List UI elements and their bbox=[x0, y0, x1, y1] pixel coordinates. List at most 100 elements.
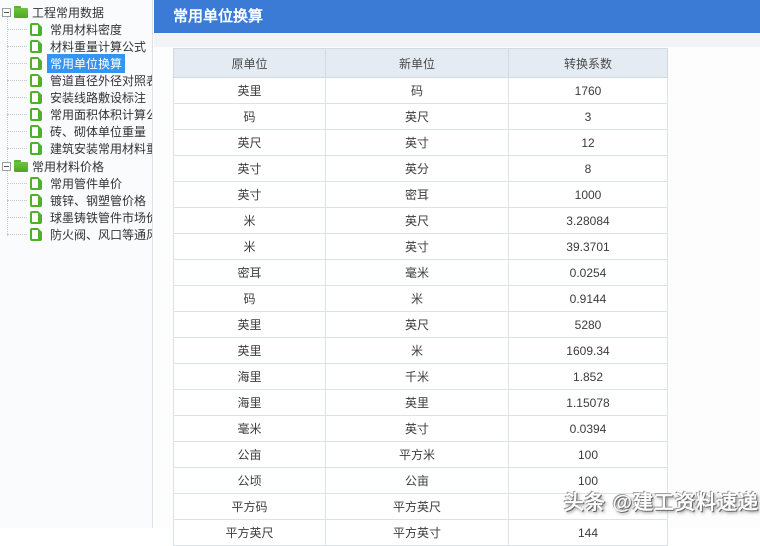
tree-stub bbox=[7, 29, 27, 30]
table-header-row: 原单位 新单位 转换系数 bbox=[173, 48, 668, 78]
table-cell bbox=[508, 493, 668, 520]
table-cell: 8 bbox=[508, 155, 668, 182]
sidebar-item-label: 管道直径外径对照表 bbox=[50, 74, 153, 88]
document-icon bbox=[30, 125, 42, 138]
main-content: 常用单位换算 原单位 新单位 转换系数 英里码 1760 码英尺 3 英尺 英寸 12 … bbox=[154, 0, 760, 546]
table-cell: 平方米 bbox=[325, 441, 509, 468]
table-cell: 米 bbox=[173, 233, 326, 260]
page-header-bar: 常用单位换算 bbox=[154, 0, 760, 33]
table-cell: 毫米 bbox=[325, 259, 509, 286]
sidebar-item-label: 常用面积体积计算公 bbox=[50, 108, 153, 122]
table-row: 英里 英尺 5280 bbox=[173, 311, 668, 338]
sidebar-item-label: 镀锌、钢塑管价格 bbox=[50, 194, 147, 208]
table-cell: 英尺 bbox=[325, 311, 509, 338]
table-row: 公亩 平方米 100 bbox=[173, 441, 668, 468]
table-row: 海里 英里 1.15078 bbox=[173, 389, 668, 416]
sidebar-group-label: 常用材料价格 bbox=[32, 160, 105, 174]
sidebar-item-label: 安装线路敷设标注 bbox=[50, 91, 147, 105]
sidebar-item-material-density[interactable]: 常用材料密度 bbox=[0, 21, 152, 38]
sidebar-item-unit-conversion[interactable]: 常用单位换算 bbox=[0, 54, 152, 73]
column-header-conversion-factor: 转换系数 bbox=[508, 48, 668, 78]
folder-icon bbox=[14, 160, 28, 172]
table-row: 米英寸 39.3701 bbox=[173, 233, 668, 260]
tree-stub bbox=[7, 80, 27, 81]
table-cell: 1609.34 bbox=[508, 337, 668, 364]
sidebar-group-engineering-data[interactable]: 工程常用数据 bbox=[0, 4, 152, 21]
tree-stub bbox=[7, 148, 27, 149]
document-icon bbox=[30, 74, 42, 87]
sidebar-item-label: 常用管件单价 bbox=[50, 177, 123, 191]
sidebar-item-brick-masonry[interactable]: 砖、砌体单位重量 bbox=[0, 123, 152, 140]
table-cell: 1760 bbox=[508, 77, 668, 104]
document-icon bbox=[30, 177, 42, 190]
tree-stub bbox=[7, 63, 27, 64]
table-cell: 英尺 bbox=[325, 103, 509, 130]
table-cell: 密耳 bbox=[325, 181, 509, 208]
table-cell: 码 bbox=[325, 77, 509, 104]
sidebar-item-area-volume[interactable]: 常用面积体积计算公 bbox=[0, 106, 153, 123]
sidebar-item-ductile-iron[interactable]: 球墨铸铁管件市场价 bbox=[0, 209, 153, 226]
sidebar-item-galvanized-pipe[interactable]: 镀锌、钢塑管价格 bbox=[0, 192, 152, 209]
table-cell: 英分 bbox=[325, 155, 509, 182]
sidebar-group-label: 工程常用数据 bbox=[32, 6, 105, 20]
table-cell: 100 bbox=[508, 467, 668, 494]
table-row: 平方英尺 平方英寸 144 bbox=[173, 519, 668, 546]
sidebar-item-fitting-price[interactable]: 常用管件单价 bbox=[0, 175, 152, 192]
sidebar-item-label-selected: 常用单位换算 bbox=[47, 54, 126, 73]
table-cell: 公亩 bbox=[173, 441, 326, 468]
table-row: 毫米 英寸 0.0394 bbox=[173, 415, 668, 442]
table-cell: 英里 bbox=[325, 389, 509, 416]
table-cell: 千米 bbox=[325, 363, 509, 390]
table-cell: 1.852 bbox=[508, 363, 668, 390]
document-icon bbox=[30, 40, 42, 53]
sidebar-item-line-laying[interactable]: 安装线路敷设标注 bbox=[0, 89, 152, 106]
sidebar-item-label: 材料重量计算公式 bbox=[50, 40, 147, 54]
sidebar-item-label: 常用材料密度 bbox=[50, 23, 123, 37]
document-icon bbox=[30, 23, 42, 36]
table-row: 英寸 英分 8 bbox=[173, 155, 668, 182]
sidebar-item-label: 球墨铸铁管件市场价 bbox=[50, 211, 153, 225]
document-icon bbox=[30, 228, 42, 241]
sidebar-item-weight-formula[interactable]: 材料重量计算公式 bbox=[0, 38, 152, 55]
document-icon bbox=[30, 108, 42, 121]
table-cell: 0.9144 bbox=[508, 285, 668, 312]
table-row: 海里 千米 1.852 bbox=[173, 363, 668, 390]
table-row: 英里米 1609.34 bbox=[173, 337, 668, 364]
table-cell: 英寸 bbox=[325, 415, 509, 442]
table-cell: 英尺 bbox=[325, 207, 509, 234]
table-cell: 39.3701 bbox=[508, 233, 668, 260]
collapse-toggle-icon[interactable] bbox=[2, 162, 11, 171]
tree-stub bbox=[7, 46, 27, 47]
table-cell: 公亩 bbox=[325, 467, 509, 494]
table-cell: 英里 bbox=[173, 337, 326, 364]
table-cell: 密耳 bbox=[173, 259, 326, 286]
table-row: 公顷 公亩 100 bbox=[173, 467, 668, 494]
table-cell: 3.28084 bbox=[508, 207, 668, 234]
collapse-toggle-icon[interactable] bbox=[2, 8, 11, 17]
tree-stub bbox=[7, 114, 27, 115]
sidebar-item-pipe-diameter[interactable]: 管道直径外径对照表 bbox=[0, 72, 153, 89]
table-row: 英寸 密耳 1000 bbox=[173, 181, 668, 208]
table-cell: 英里 bbox=[173, 311, 326, 338]
table-cell: 144 bbox=[508, 519, 668, 546]
tree-connector-line bbox=[7, 16, 8, 236]
table-row: 密耳 毫米 0.0254 bbox=[173, 259, 668, 286]
tree-stub bbox=[7, 131, 27, 132]
table-cell: 米 bbox=[325, 285, 509, 312]
table-cell: 毫米 bbox=[173, 415, 326, 442]
table-cell: 100 bbox=[508, 441, 668, 468]
tree-stub bbox=[7, 234, 27, 235]
sidebar-item-fire-damper[interactable]: 防火阀、风口等通风 bbox=[0, 226, 153, 243]
table-cell: 海里 bbox=[173, 363, 326, 390]
table-cell: 英尺 bbox=[173, 129, 326, 156]
document-icon bbox=[30, 57, 42, 70]
table-row: 英里码 1760 bbox=[173, 77, 668, 104]
sidebar-group-material-prices[interactable]: 常用材料价格 bbox=[0, 158, 152, 175]
table-row: 英尺 英寸 12 bbox=[173, 129, 668, 156]
sidebar-item-install-material[interactable]: 建筑安装常用材料重 bbox=[0, 140, 152, 157]
table-cell: 英寸 bbox=[325, 233, 509, 260]
document-icon bbox=[30, 91, 42, 104]
table-cell: 3 bbox=[508, 103, 668, 130]
table-cell: 平方英尺 bbox=[173, 519, 326, 546]
sidebar-item-label: 防火阀、风口等通风 bbox=[50, 228, 153, 242]
